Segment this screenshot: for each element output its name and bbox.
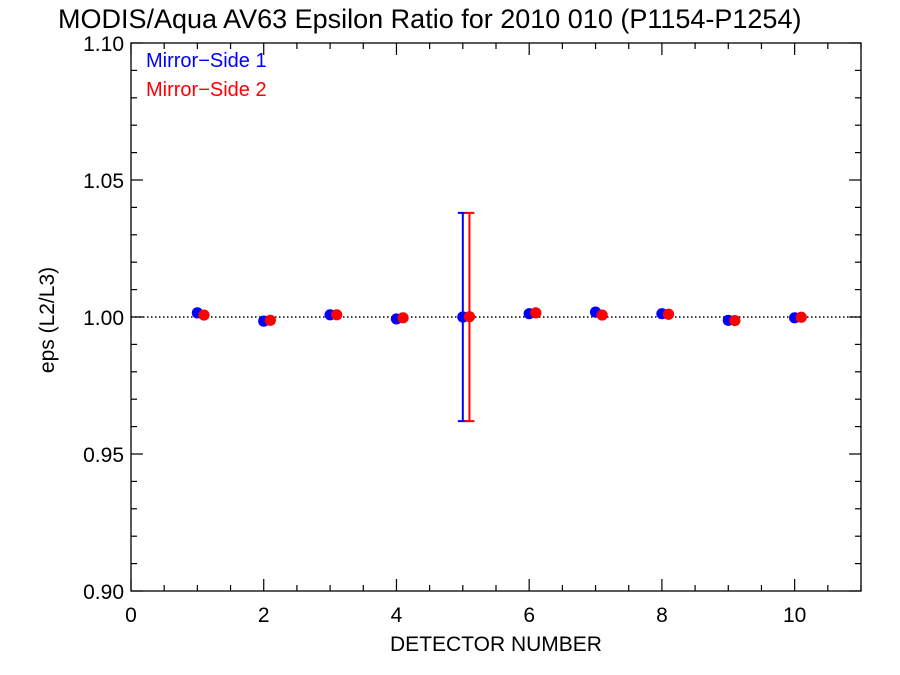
data-point-series-2-10 [795,311,807,323]
data-point-series-2-5 [463,311,476,323]
x-tick-label: 10 [783,604,806,627]
x-tick-label: 2 [258,604,270,627]
y-tick-label: 1.00 [83,307,124,330]
y-tick-label: 0.95 [83,444,124,467]
y-tick-label: 1.10 [83,33,124,56]
legend-item-mirror-side-1: Mirror−Side 1 [146,50,267,72]
x-tick-label: 6 [523,604,535,627]
data-point-series-2-1 [198,309,210,321]
x-tick-label: 0 [125,604,137,627]
y-axis-label: eps (L2/L3) [36,267,59,373]
plot-area [131,211,861,423]
data-point-series-2-2 [264,314,276,326]
x-tick-label: 4 [391,604,403,627]
legend: Mirror−Side 1 Mirror−Side 2 [146,50,267,101]
data-point-series-2-6 [530,307,542,319]
data-point-series-2-9 [729,314,741,327]
y-tick-label: 0.90 [83,581,124,604]
legend-item-mirror-side-2: Mirror−Side 2 [146,79,267,101]
x-axis-label: DETECTOR NUMBER [390,633,602,656]
y-tick-label: 1.05 [83,170,124,193]
chart-title: MODIS/Aqua AV63 Epsilon Ratio for 2010 0… [58,4,801,34]
data-point-series-2-4 [397,312,409,324]
axes: 0 2 4 6 8 10 0.90 0.95 1.00 1.05 1.10 [83,33,862,627]
data-point-series-2-3 [331,309,343,321]
x-tick-label: 8 [656,604,668,627]
data-point-series-2-7 [596,309,608,321]
data-point-series-2-8 [662,308,675,320]
